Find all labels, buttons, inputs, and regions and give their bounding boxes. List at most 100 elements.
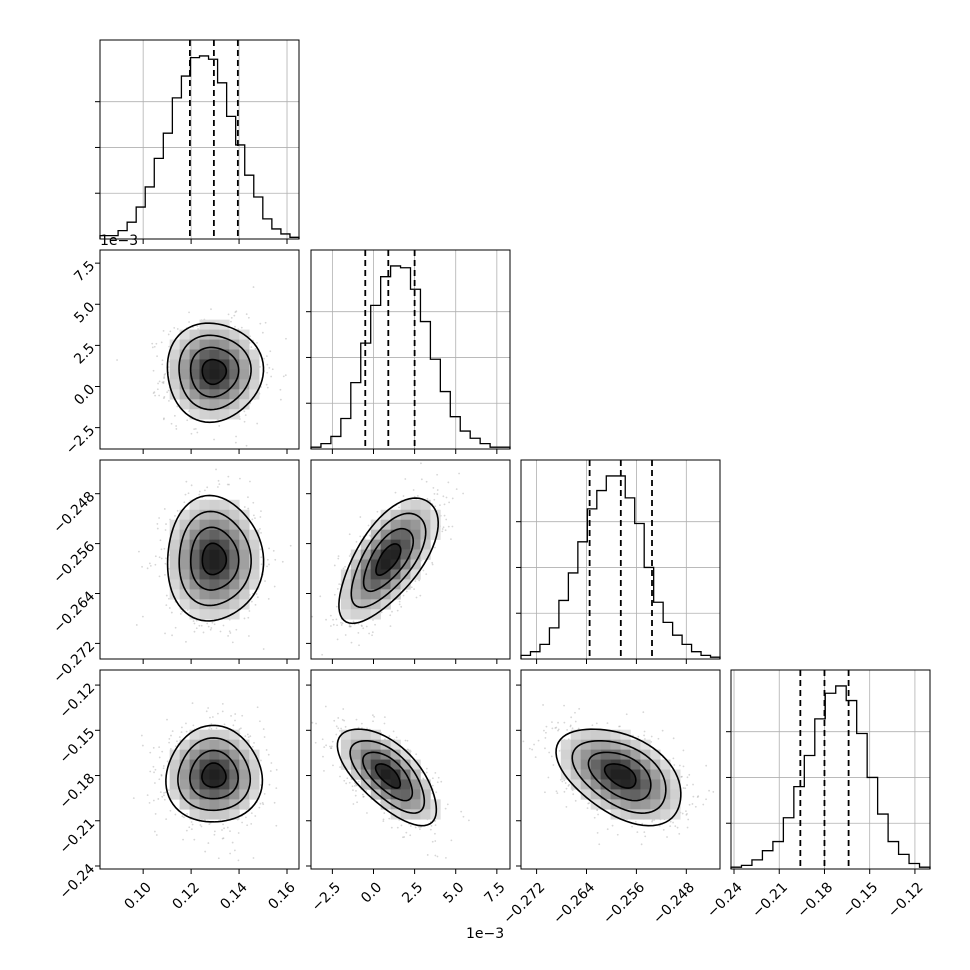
- contour-2: [350, 512, 427, 609]
- sample-point: [389, 625, 392, 628]
- density-cell: [219, 739, 230, 750]
- sample-point: [425, 480, 428, 483]
- density-cell: [360, 599, 371, 610]
- contours: [166, 322, 265, 424]
- sample-point: [152, 369, 155, 372]
- sample-point: [198, 624, 201, 627]
- sample-point: [261, 331, 264, 334]
- sample-point: [445, 856, 447, 859]
- sample-point: [248, 610, 251, 612]
- sample-point: [439, 504, 441, 507]
- density-cell: [249, 379, 260, 390]
- density-cell: [189, 779, 200, 790]
- sample-point: [269, 770, 272, 772]
- sample-point: [349, 625, 352, 628]
- density-cell: [350, 559, 362, 570]
- sample-point: [357, 726, 360, 729]
- sample-point: [265, 749, 268, 751]
- density-cell: [229, 549, 240, 560]
- sample-point: [274, 558, 277, 561]
- scatter-panel-p3-vs-p2: [520, 669, 721, 870]
- sample-point: [219, 630, 222, 633]
- sample-point: [443, 514, 446, 517]
- sample-point: [319, 595, 322, 598]
- sample-point: [332, 623, 335, 626]
- sample-point: [174, 745, 177, 748]
- sample-point: [434, 840, 437, 842]
- density-cell: [360, 589, 371, 600]
- density-cell: [219, 809, 230, 820]
- sample-point: [442, 495, 445, 498]
- panel-frame: [99, 669, 300, 870]
- density-cell: [420, 809, 431, 820]
- sample-point: [431, 784, 434, 787]
- sample-point: [245, 816, 247, 819]
- density-cell: [400, 779, 411, 790]
- contour-0: [375, 543, 402, 577]
- density-cell: [340, 739, 352, 750]
- density-cell: [189, 759, 200, 770]
- density-cell: [370, 519, 381, 530]
- sample-point: [425, 771, 428, 774]
- density-cell: [410, 809, 421, 820]
- sample-point: [311, 721, 314, 724]
- density-cell: [420, 519, 431, 530]
- sample-point: [164, 573, 166, 576]
- sample-point: [160, 773, 163, 776]
- density-cell: [209, 389, 220, 400]
- sample-point: [222, 823, 224, 826]
- sample-point: [376, 510, 379, 513]
- sample-point: [250, 600, 253, 603]
- sample-point: [159, 791, 162, 794]
- sample-point: [342, 567, 345, 570]
- density-cell: [380, 539, 391, 550]
- sample-point: [331, 740, 334, 743]
- sample-point: [352, 620, 355, 623]
- sample-point: [249, 480, 251, 483]
- density-cell: [350, 589, 362, 600]
- sample-point: [360, 722, 363, 725]
- sample-point: [333, 593, 336, 596]
- density-cell: [380, 509, 391, 520]
- density-cell: [199, 569, 210, 580]
- density-cell: [179, 539, 190, 550]
- sample-point: [148, 562, 151, 565]
- density-cell: [219, 539, 230, 550]
- density-cell: [199, 499, 210, 511]
- sample-point: [256, 422, 259, 425]
- sample-point: [430, 824, 433, 827]
- density-cell: [239, 769, 250, 780]
- density-cell: [219, 349, 230, 360]
- sample-point: [185, 829, 188, 832]
- sample-point: [368, 534, 371, 537]
- sample-point: [263, 357, 265, 360]
- sample-point: [155, 834, 158, 836]
- sample-point: [355, 540, 358, 543]
- sample-point: [259, 322, 262, 325]
- density-cell: [219, 399, 230, 410]
- sample-point: [425, 767, 428, 770]
- sample-point: [285, 337, 287, 340]
- density-cell: [410, 499, 421, 511]
- density-cell: [229, 519, 240, 530]
- density-cell: [410, 759, 421, 770]
- density-cell: [229, 559, 240, 570]
- sample-point: [252, 501, 255, 504]
- sample-point: [262, 803, 265, 806]
- panel-frame: [310, 459, 511, 660]
- density-cell: [420, 779, 431, 790]
- density-cell: [179, 589, 190, 600]
- sample-point: [365, 625, 368, 628]
- sample-point: [208, 728, 210, 731]
- sample-point: [180, 731, 183, 733]
- contours: [336, 728, 438, 827]
- density-cell: [189, 769, 200, 780]
- sample-point: [154, 563, 157, 566]
- density-cell: [239, 379, 250, 390]
- density-cell: [239, 759, 250, 770]
- sample-point: [434, 854, 437, 857]
- density-cell: [189, 579, 200, 590]
- density-cell: [410, 519, 421, 530]
- density-cell: [420, 549, 431, 560]
- sample-point: [153, 391, 156, 394]
